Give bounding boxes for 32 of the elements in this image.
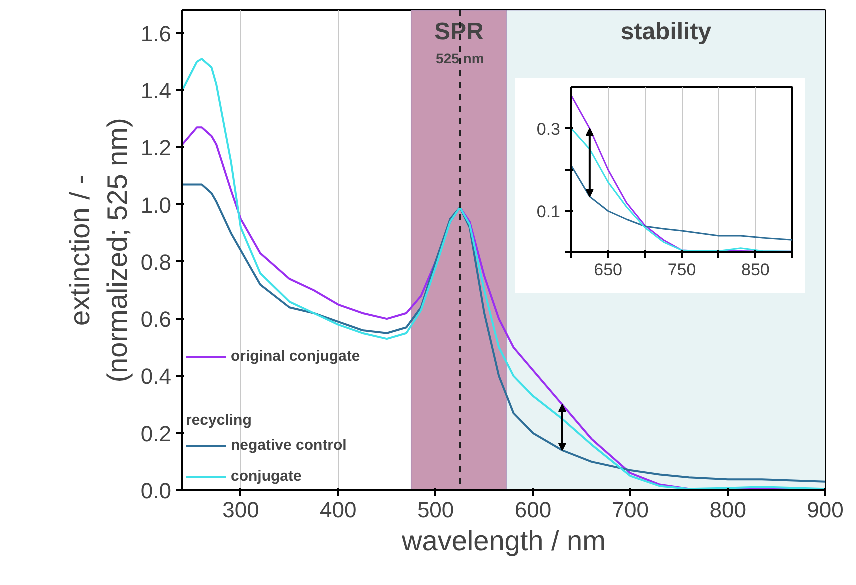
legend-title: recycling [186,412,253,429]
x-tick-label: 800 [710,498,746,522]
y-tick-label: 0.4 [140,364,172,390]
x-axis-title: wavelength / nm [401,526,606,556]
y-tick-label: 1.4 [140,78,172,104]
x-tick-label: 500 [417,498,454,522]
y-tick-label: 0.2 [140,421,172,446]
legend-label: conjugate [231,468,302,485]
y-tick-label: 1.2 [140,136,172,161]
band-label: stability [620,18,712,46]
y-tick-label: 1.0 [140,192,172,218]
x-tick-label: 600 [514,498,552,522]
y-tick-label: 0.0 [140,478,172,504]
x-tick-label: 650 [594,260,623,280]
legend-label: original conjugate [231,348,360,365]
band-label: SPR [434,18,484,46]
ref-line-label: 525 nm [436,50,484,66]
x-tick-label: 700 [612,498,650,522]
legend-label: negative control [231,437,347,454]
y-tick-label: 0.6 [140,307,172,332]
line-series [572,165,792,241]
y-tick-label: 0.1 [536,202,561,222]
line-series [182,184,826,483]
y-tick-label: 0.3 [536,120,561,139]
y-tick-label: 0.8 [140,250,172,275]
x-tick-label: 300 [222,498,260,522]
y-axis-title: extinction / - (normalized; 525 nm) [64,118,133,383]
x-tick-label: 900 [807,498,844,522]
x-tick-label: 400 [320,498,357,522]
x-tick-label: 850 [741,260,770,280]
y-tick-label: 1.6 [140,21,172,46]
x-tick-label: 750 [668,260,696,280]
